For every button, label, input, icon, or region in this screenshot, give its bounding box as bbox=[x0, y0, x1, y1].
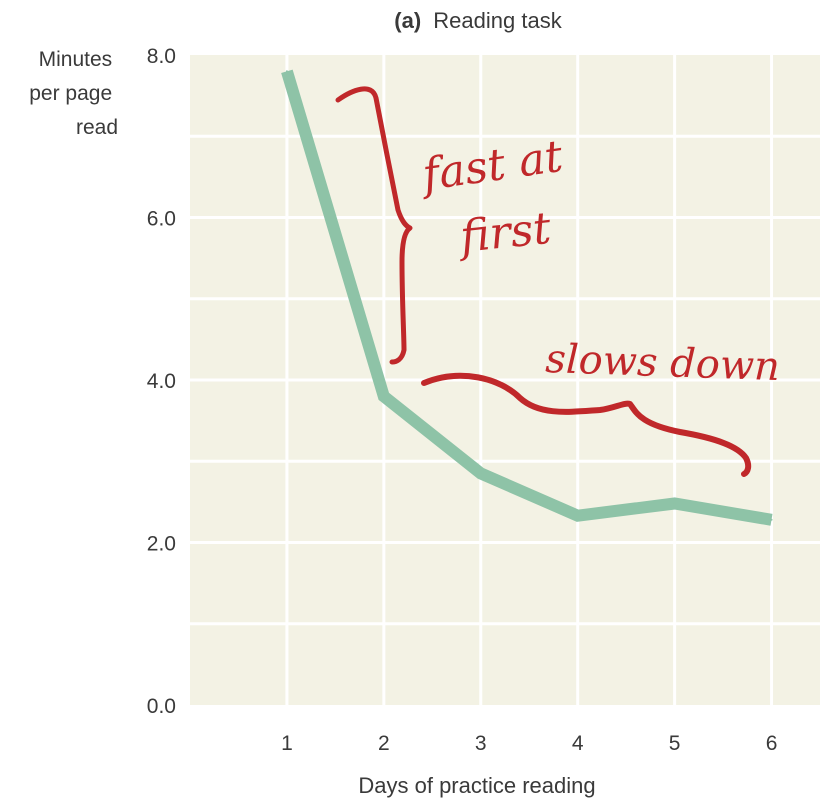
axis-ticks: 0.0 2.0 4.0 6.0 8.0 1 2 3 4 5 6 bbox=[147, 45, 778, 755]
chart-title-prefix: (a) bbox=[394, 8, 421, 33]
y-tick-label: 8.0 bbox=[147, 45, 176, 68]
chart-title-text: Reading task bbox=[433, 8, 562, 33]
brace-mark bbox=[335, 86, 413, 365]
x-tick-label: 4 bbox=[572, 732, 584, 755]
annotation-fast-line-2: first bbox=[455, 203, 554, 264]
wavy-underline-mark bbox=[421, 372, 752, 477]
x-tick-label: 3 bbox=[475, 732, 487, 755]
series-layer bbox=[281, 69, 773, 526]
x-tick-label: 1 bbox=[281, 732, 293, 755]
y-axis-label: Minutes per page read bbox=[29, 48, 118, 139]
y-tick-label: 2.0 bbox=[147, 533, 176, 556]
data-point bbox=[576, 514, 579, 517]
x-tick-label: 2 bbox=[378, 732, 390, 755]
annotation-slow: slows down bbox=[545, 336, 781, 390]
y-tick-label: 4.0 bbox=[147, 370, 176, 393]
data-point bbox=[770, 518, 773, 521]
data-point bbox=[285, 70, 288, 73]
data-point bbox=[479, 472, 482, 475]
y-axis-label-line-2: per page bbox=[29, 82, 112, 105]
data-point bbox=[673, 502, 676, 505]
x-tick-label: 5 bbox=[669, 732, 681, 755]
x-tick-label: 6 bbox=[766, 732, 778, 755]
handwritten-annotations: fast at first slows down bbox=[335, 86, 781, 477]
y-tick-label: 6.0 bbox=[147, 208, 176, 231]
series-line bbox=[281, 69, 773, 526]
y-axis-label-line-1: Minutes bbox=[39, 48, 113, 71]
x-axis-label: Days of practice reading bbox=[358, 773, 595, 798]
y-tick-label: 0.0 bbox=[147, 695, 176, 718]
data-point bbox=[382, 395, 385, 398]
chart-title: (a) Reading task bbox=[394, 8, 562, 33]
y-axis-label-line-3: read bbox=[76, 116, 118, 139]
